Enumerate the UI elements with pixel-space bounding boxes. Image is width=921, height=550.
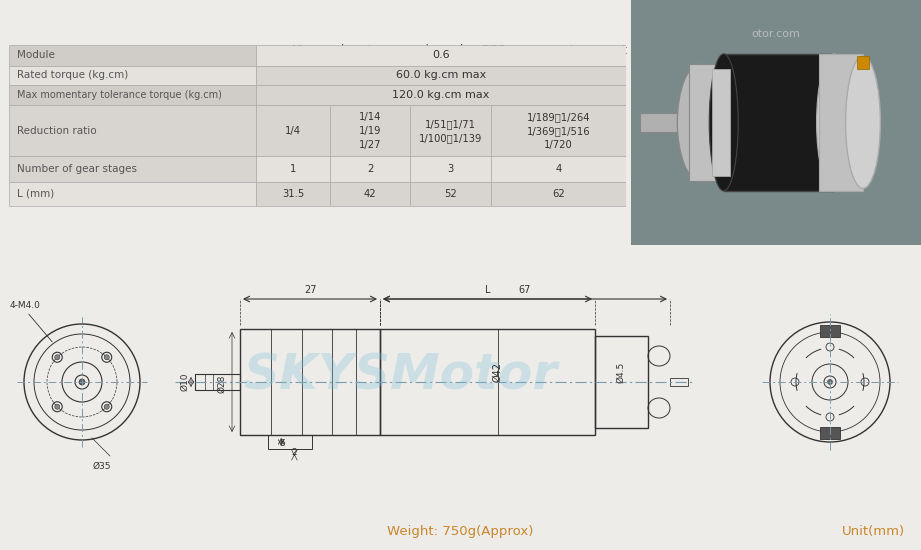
Bar	[411, 182, 491, 206]
Text: 3: 3	[448, 164, 453, 174]
Bar	[9, 45, 256, 65]
Text: SKYSMotor: SKYSMotor	[243, 351, 557, 399]
Text: Max momentary tolerance torque (kg.cm): Max momentary tolerance torque (kg.cm)	[17, 90, 221, 100]
Bar	[9, 156, 256, 182]
Circle shape	[104, 355, 110, 360]
Text: 2: 2	[292, 448, 297, 457]
Circle shape	[104, 404, 110, 409]
Bar	[9, 65, 256, 85]
Bar	[380, 329, 595, 435]
Bar	[670, 378, 688, 386]
Bar	[9, 106, 256, 156]
Bar	[639, 113, 692, 132]
Bar	[689, 64, 732, 181]
Text: 67: 67	[519, 285, 531, 295]
Text: Ø28: Ø28	[217, 375, 227, 393]
Text: 6: 6	[279, 439, 285, 448]
Text: 1/4: 1/4	[286, 126, 301, 136]
Ellipse shape	[709, 54, 739, 191]
Text: 27: 27	[304, 285, 316, 295]
Bar	[491, 182, 626, 206]
Bar	[256, 45, 626, 65]
Bar	[724, 54, 834, 191]
Text: L: L	[484, 285, 490, 295]
Text: 120.0 kg.cm max: 120.0 kg.cm max	[392, 90, 490, 100]
Text: 52: 52	[444, 189, 457, 199]
Text: 1/189、1/264
1/369、1/516
1/720: 1/189、1/264 1/369、1/516 1/720	[527, 112, 590, 150]
Text: L (mm): L (mm)	[17, 189, 53, 199]
Bar	[240, 329, 380, 435]
Text: Weight: 750g(Approx): Weight: 750g(Approx)	[387, 525, 533, 538]
Text: Rated torque (kg.cm): Rated torque (kg.cm)	[17, 70, 128, 80]
Circle shape	[54, 355, 60, 360]
Bar	[491, 106, 626, 156]
Bar	[712, 69, 729, 176]
Bar	[857, 56, 869, 69]
Ellipse shape	[677, 64, 724, 181]
Bar	[256, 85, 626, 106]
Bar	[491, 156, 626, 182]
Text: Ø10: Ø10	[181, 373, 190, 391]
Bar	[9, 182, 256, 206]
Bar	[820, 427, 840, 439]
Bar	[411, 156, 491, 182]
Bar	[820, 54, 863, 191]
Bar	[820, 325, 840, 337]
Bar	[256, 156, 330, 182]
Ellipse shape	[817, 54, 851, 191]
Text: Ø4.5: Ø4.5	[616, 361, 625, 383]
Bar	[411, 106, 491, 156]
Bar	[256, 182, 330, 206]
Text: 62: 62	[552, 189, 565, 199]
Circle shape	[79, 379, 85, 385]
Bar	[256, 106, 330, 156]
Text: 42: 42	[364, 189, 377, 199]
Text: Number of gear stages: Number of gear stages	[17, 164, 136, 174]
Bar	[595, 336, 648, 428]
Text: 1: 1	[290, 164, 297, 174]
Bar	[9, 85, 256, 106]
Text: 31.5: 31.5	[282, 189, 304, 199]
Text: Unit(mm): Unit(mm)	[842, 525, 905, 538]
Bar	[268, 435, 312, 449]
Bar	[195, 374, 240, 390]
Text: 2: 2	[367, 164, 373, 174]
Text: 1/51、1/71
1/100、1/139: 1/51、1/71 1/100、1/139	[419, 119, 482, 143]
Circle shape	[54, 404, 60, 409]
Bar	[330, 182, 411, 206]
Text: Ø42: Ø42	[492, 362, 502, 382]
Text: 60.0 kg.cm max: 60.0 kg.cm max	[396, 70, 486, 80]
Text: 4-M4.0: 4-M4.0	[10, 301, 41, 310]
Text: 1/14
1/19
1/27: 1/14 1/19 1/27	[359, 112, 381, 150]
Bar	[256, 65, 626, 85]
Text: Module: Module	[17, 51, 54, 60]
Text: 4: 4	[555, 164, 562, 174]
Text: 0.6: 0.6	[432, 51, 450, 60]
Text: otor.com: otor.com	[752, 29, 800, 40]
Text: 42mm planetary gearbox plus 775permanent magnet DC  motor: 42mm planetary gearbox plus 775permanent…	[289, 44, 694, 57]
Text: Reduction ratio: Reduction ratio	[17, 126, 96, 136]
Ellipse shape	[845, 56, 880, 189]
Bar	[330, 156, 411, 182]
Text: Ø35: Ø35	[93, 462, 111, 471]
Circle shape	[827, 379, 833, 384]
Bar	[330, 106, 411, 156]
